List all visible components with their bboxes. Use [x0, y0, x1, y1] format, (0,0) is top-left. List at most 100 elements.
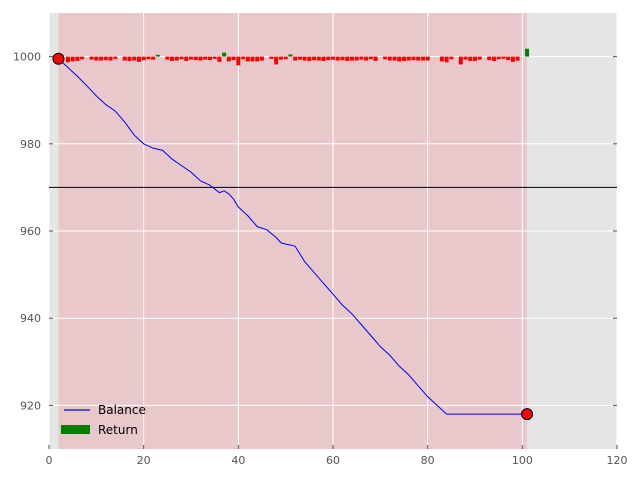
return-bar [94, 56, 99, 61]
return-bar [307, 56, 312, 61]
return-bar [259, 56, 265, 61]
return-bar [274, 56, 279, 65]
return-bar [269, 56, 274, 59]
x-tick-label: 20 [137, 454, 151, 467]
return-bar [151, 56, 156, 60]
return-bar [330, 56, 336, 60]
return-bar [411, 56, 416, 61]
return-bar [340, 56, 345, 61]
return-bar [383, 56, 388, 60]
return-bar [368, 56, 373, 60]
return-bar [80, 56, 85, 60]
return-bar [288, 54, 293, 57]
return-bar [184, 56, 189, 61]
return-bar [170, 56, 175, 61]
return-bar [501, 56, 506, 59]
return-bar [401, 56, 407, 61]
return-bar [103, 56, 108, 61]
return-bar [132, 56, 137, 61]
return-bar [226, 56, 231, 62]
markers [52, 52, 534, 421]
return-bar [212, 56, 217, 59]
legend-return-label: Return [98, 423, 138, 437]
return-bar [127, 56, 132, 61]
x-tick-label: 100 [512, 454, 533, 467]
return-bar [108, 56, 113, 61]
return-bar [293, 56, 298, 61]
return-bar [487, 56, 492, 61]
return-bar [297, 56, 302, 60]
return-bar [165, 56, 170, 60]
y-tick-label: 1000 [13, 51, 41, 64]
return-bar [198, 56, 203, 61]
return-bar [278, 56, 283, 60]
return-bars [65, 48, 530, 66]
return-bar [217, 56, 222, 62]
return-bar [326, 56, 331, 61]
y-axis: 920 940 960 980 1000 [13, 51, 617, 412]
return-bar [141, 56, 146, 61]
return-bar [387, 56, 392, 61]
legend-return-swatch [61, 425, 90, 434]
return-bar [359, 56, 364, 60]
return-bar [155, 54, 160, 57]
y-tick-label: 980 [20, 138, 41, 151]
return-bar [222, 52, 227, 57]
y-tick-label: 940 [20, 312, 41, 325]
marker-start [52, 52, 65, 65]
return-bar [373, 56, 378, 61]
x-tick-label: 0 [46, 454, 53, 467]
y-tick-label: 920 [20, 399, 41, 412]
return-bar [506, 56, 511, 61]
return-bar [203, 56, 208, 60]
return-bar [241, 56, 246, 60]
return-bar [425, 56, 430, 61]
return-bar [472, 56, 478, 61]
return-bar [463, 56, 468, 60]
return-bar [70, 56, 75, 62]
return-bar [255, 56, 260, 62]
return-bar [113, 56, 118, 59]
return-bar [515, 56, 520, 61]
return-bar [354, 56, 359, 61]
legend-balance-label: Balance [98, 403, 146, 417]
return-bar [122, 56, 127, 61]
return-bar [188, 56, 194, 60]
return-bar [449, 56, 454, 60]
return-bar [312, 56, 317, 61]
return-bar [207, 56, 212, 61]
return-bar [250, 56, 255, 62]
return-bar [525, 48, 530, 57]
x-tick-label: 120 [607, 454, 628, 467]
return-bar [316, 56, 321, 61]
return-bar [99, 56, 104, 61]
return-bar [321, 56, 326, 61]
balance-line [58, 58, 528, 415]
return-bar [146, 56, 151, 60]
return-bar [65, 56, 70, 63]
return-bar [510, 56, 515, 62]
return-bar [193, 56, 198, 61]
return-bar [245, 56, 250, 62]
return-bar [392, 56, 397, 61]
return-bar [231, 56, 236, 61]
return-bar [406, 56, 411, 61]
return-bar [335, 56, 340, 61]
return-bar [397, 56, 402, 62]
return-bar [416, 56, 421, 61]
x-tick-label: 60 [326, 454, 340, 467]
return-bar [491, 56, 496, 61]
return-bar [283, 56, 288, 60]
return-bar [345, 56, 350, 61]
return-bar [136, 56, 141, 62]
x-tick-label: 40 [231, 454, 245, 467]
return-bar [439, 56, 444, 62]
return-bar [174, 56, 179, 61]
return-bar [468, 56, 473, 61]
return-bar [179, 56, 184, 60]
y-tick-label: 960 [20, 225, 41, 238]
return-bar [496, 56, 501, 60]
x-axis: 0 20 40 60 80 100 120 [46, 445, 628, 467]
legend: Balance Return [61, 403, 146, 437]
